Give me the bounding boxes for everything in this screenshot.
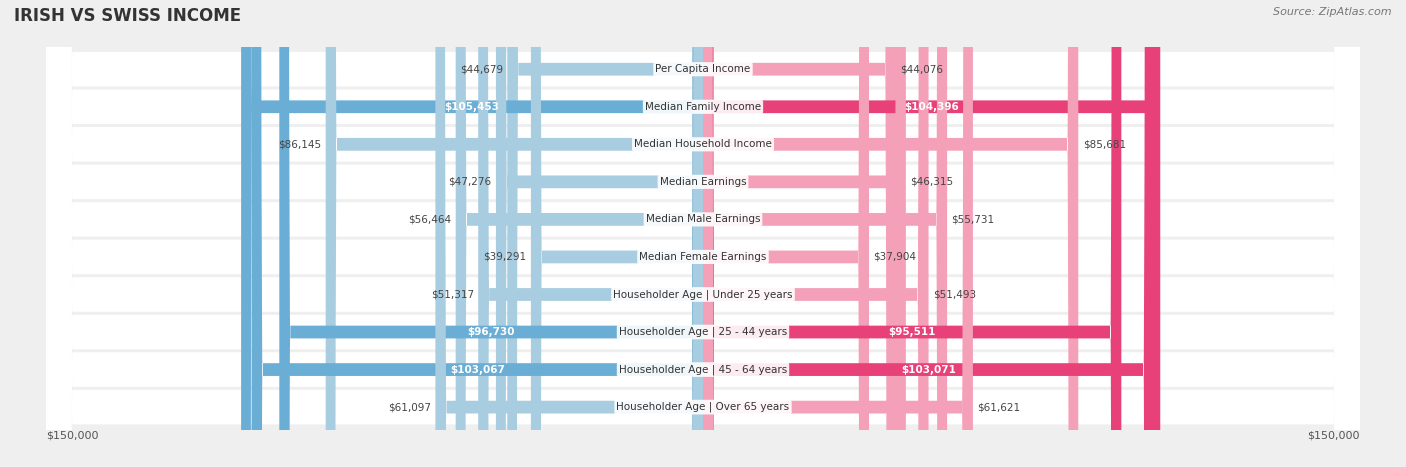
Text: $44,679: $44,679: [460, 64, 503, 74]
Text: Median Earnings: Median Earnings: [659, 177, 747, 187]
FancyBboxPatch shape: [703, 0, 905, 467]
FancyBboxPatch shape: [46, 0, 1360, 467]
Text: $86,145: $86,145: [278, 139, 322, 149]
FancyBboxPatch shape: [703, 0, 1122, 467]
Text: Householder Age | 25 - 44 years: Householder Age | 25 - 44 years: [619, 327, 787, 337]
FancyBboxPatch shape: [496, 0, 703, 467]
Text: $51,493: $51,493: [934, 290, 976, 299]
Text: Median Female Earnings: Median Female Earnings: [640, 252, 766, 262]
Text: $51,317: $51,317: [430, 290, 474, 299]
FancyBboxPatch shape: [703, 0, 896, 467]
Text: $150,000: $150,000: [1308, 431, 1360, 440]
FancyBboxPatch shape: [280, 0, 703, 467]
FancyBboxPatch shape: [46, 0, 1360, 467]
Text: $55,731: $55,731: [952, 214, 994, 225]
FancyBboxPatch shape: [703, 0, 973, 467]
FancyBboxPatch shape: [46, 0, 1360, 467]
FancyBboxPatch shape: [326, 0, 703, 467]
Text: Median Household Income: Median Household Income: [634, 139, 772, 149]
Text: Householder Age | Over 65 years: Householder Age | Over 65 years: [616, 402, 790, 412]
Text: $47,276: $47,276: [449, 177, 492, 187]
FancyBboxPatch shape: [252, 0, 703, 467]
Text: Per Capita Income: Per Capita Income: [655, 64, 751, 74]
FancyBboxPatch shape: [436, 0, 703, 467]
FancyBboxPatch shape: [531, 0, 703, 467]
Text: $61,097: $61,097: [388, 402, 432, 412]
FancyBboxPatch shape: [46, 0, 1360, 467]
FancyBboxPatch shape: [508, 0, 703, 467]
FancyBboxPatch shape: [478, 0, 703, 467]
Text: $44,076: $44,076: [900, 64, 943, 74]
Text: Median Family Income: Median Family Income: [645, 102, 761, 112]
Text: $46,315: $46,315: [910, 177, 953, 187]
Text: $96,730: $96,730: [467, 327, 515, 337]
Text: Householder Age | 45 - 64 years: Householder Age | 45 - 64 years: [619, 364, 787, 375]
Text: Householder Age | Under 25 years: Householder Age | Under 25 years: [613, 289, 793, 300]
Text: $103,071: $103,071: [901, 365, 956, 375]
Text: $61,621: $61,621: [977, 402, 1021, 412]
FancyBboxPatch shape: [46, 0, 1360, 467]
Text: $39,291: $39,291: [484, 252, 526, 262]
FancyBboxPatch shape: [703, 0, 1078, 467]
FancyBboxPatch shape: [240, 0, 703, 467]
FancyBboxPatch shape: [456, 0, 703, 467]
Text: Median Male Earnings: Median Male Earnings: [645, 214, 761, 225]
Text: $56,464: $56,464: [408, 214, 451, 225]
Text: Source: ZipAtlas.com: Source: ZipAtlas.com: [1274, 7, 1392, 17]
Text: $104,396: $104,396: [904, 102, 959, 112]
FancyBboxPatch shape: [703, 0, 869, 467]
Text: $95,511: $95,511: [889, 327, 936, 337]
FancyBboxPatch shape: [46, 0, 1360, 467]
FancyBboxPatch shape: [46, 0, 1360, 467]
FancyBboxPatch shape: [46, 0, 1360, 467]
Text: $103,067: $103,067: [450, 365, 505, 375]
Text: $37,904: $37,904: [873, 252, 917, 262]
Text: $85,681: $85,681: [1083, 139, 1126, 149]
FancyBboxPatch shape: [46, 0, 1360, 467]
FancyBboxPatch shape: [703, 0, 928, 467]
Text: IRISH VS SWISS INCOME: IRISH VS SWISS INCOME: [14, 7, 242, 25]
FancyBboxPatch shape: [46, 0, 1360, 467]
Text: $150,000: $150,000: [46, 431, 98, 440]
FancyBboxPatch shape: [703, 0, 1160, 467]
Text: $105,453: $105,453: [444, 102, 499, 112]
FancyBboxPatch shape: [703, 0, 1154, 467]
FancyBboxPatch shape: [703, 0, 948, 467]
